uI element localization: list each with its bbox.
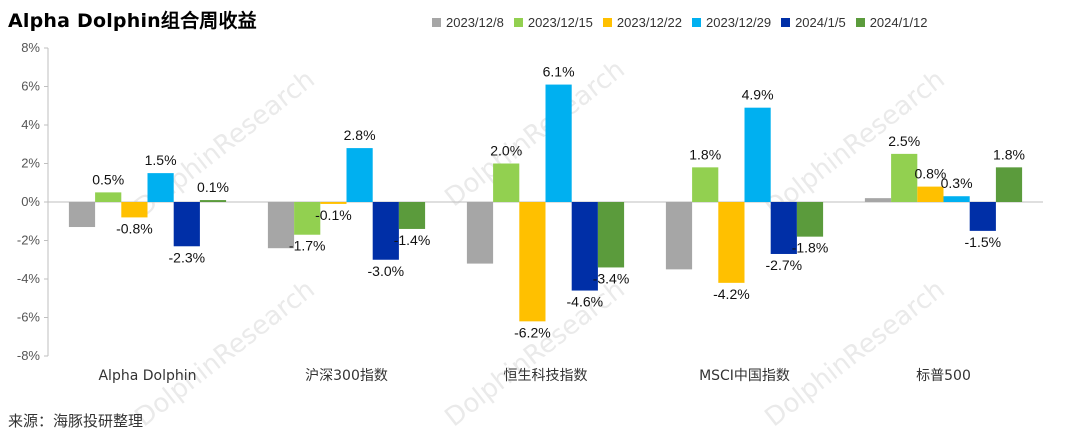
bar [346, 148, 373, 202]
y-tick-label: -4% [17, 271, 41, 286]
bar [744, 107, 771, 202]
chart-title: Alpha Dolphin组合周收益 [8, 10, 257, 32]
y-tick-label: -6% [17, 310, 41, 325]
data-label: -3.4% [593, 270, 630, 286]
legend-swatch [602, 18, 612, 27]
bar [545, 84, 572, 202]
bar [398, 202, 426, 229]
x-category-label: 恒生科技指数 [504, 368, 588, 384]
bar [519, 202, 546, 322]
data-label: 0.5% [92, 171, 124, 187]
legend-swatch [855, 18, 865, 27]
data-label: 1.8% [993, 146, 1025, 162]
bar [692, 167, 719, 202]
x-category-label: 标普500 [916, 368, 971, 384]
bar [969, 202, 996, 231]
data-label: -1.7% [289, 238, 326, 254]
data-label: -0.8% [116, 220, 153, 236]
legend-item: 2024/1/12 [855, 15, 928, 30]
y-tick-label: -8% [17, 348, 41, 363]
source-note: 来源：海豚投研整理 [8, 412, 144, 430]
legend-swatch [513, 18, 523, 27]
data-label: -1.4% [394, 232, 431, 248]
data-label: 6.1% [543, 64, 575, 80]
data-label: -0.1% [315, 207, 352, 223]
y-tick-label: 0% [21, 194, 40, 209]
bar [891, 153, 918, 202]
chart-legend: 2023/12/8 2023/12/15 2023/12/22 2023/12/29 2… [432, 15, 928, 30]
data-label: 2.8% [344, 127, 376, 143]
bar [597, 202, 625, 268]
data-label: 0.1% [197, 179, 229, 195]
y-tick-label: 8% [21, 40, 40, 55]
bar [173, 202, 200, 247]
watermark-logo: DolphinResearch [440, 54, 631, 213]
legend-label: 2023/12/15 [527, 15, 593, 30]
bar [770, 202, 797, 254]
x-category-label: MSCI中国指数 [699, 368, 790, 384]
data-label: -2.3% [169, 249, 206, 265]
data-label: -4.6% [567, 294, 604, 310]
watermark-logo: DolphinResearch [130, 274, 321, 433]
bar [995, 167, 1023, 202]
x-category-label: Alpha Dolphin [98, 368, 196, 384]
bar [864, 198, 892, 202]
data-label: 1.8% [689, 146, 721, 162]
legend-item: 2023/12/15 [513, 15, 593, 30]
legend-item: 2023/12/22 [602, 15, 682, 30]
bar [665, 202, 693, 270]
legend-swatch [692, 18, 701, 27]
bar [147, 173, 174, 202]
data-label: -4.2% [713, 286, 750, 302]
bar [466, 202, 494, 264]
bar [68, 202, 96, 228]
legend-swatch [432, 18, 441, 27]
bar [294, 202, 321, 235]
legend-label: 2023/12/29 [706, 15, 772, 30]
bar [943, 196, 970, 202]
y-tick-label: -2% [17, 233, 41, 248]
bar [320, 202, 347, 204]
data-label: -6.2% [514, 324, 551, 340]
legend-swatch [781, 18, 791, 27]
data-label: -1.5% [965, 234, 1002, 250]
legend-item: 2024/1/5 [781, 15, 846, 30]
bar [796, 202, 824, 237]
bar [267, 202, 295, 249]
legend-label: 2023/12/22 [616, 15, 682, 30]
bar [493, 163, 520, 202]
legend-item: 2023/12/8 [432, 15, 504, 30]
data-label: -2.7% [766, 257, 803, 273]
watermark-logo: DolphinResearch [760, 274, 951, 433]
data-label: 0.8% [914, 166, 946, 182]
bar [917, 186, 944, 202]
bar [571, 202, 598, 291]
data-label: 2.5% [888, 133, 920, 149]
y-tick-label: 4% [21, 117, 40, 132]
legend-label: 2023/12/8 [446, 15, 504, 30]
bar [372, 202, 399, 260]
legend-item: 2023/12/29 [692, 15, 771, 30]
bar [199, 200, 227, 202]
data-label: -3.0% [368, 263, 405, 279]
data-label: 0.3% [941, 175, 973, 191]
y-tick-label: 6% [21, 79, 40, 94]
x-category-label: 沪深300指数 [305, 368, 388, 384]
data-label: 4.9% [742, 87, 774, 103]
legend-label: 2024/1/12 [869, 15, 928, 30]
bar [121, 202, 148, 218]
data-label: -1.8% [792, 240, 829, 256]
data-label: 2.0% [490, 143, 522, 159]
bar [718, 202, 745, 283]
bar [95, 192, 122, 202]
data-label: 1.5% [145, 152, 177, 168]
y-tick-label: 2% [21, 156, 40, 171]
legend-label: 2024/1/5 [795, 15, 846, 30]
